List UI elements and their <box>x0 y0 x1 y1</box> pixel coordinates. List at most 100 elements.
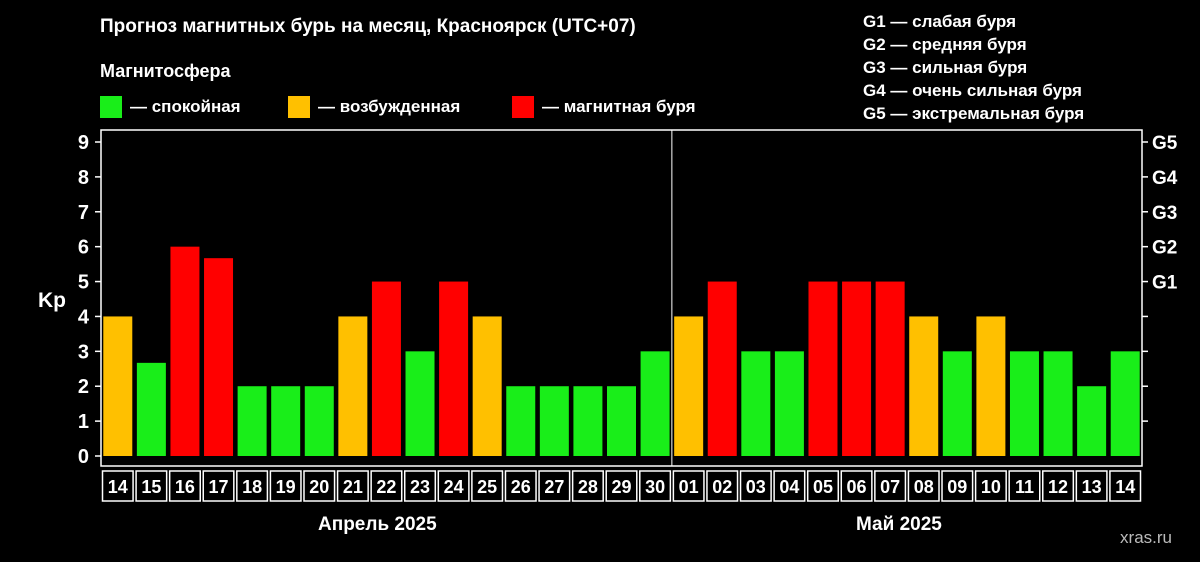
day-box <box>403 470 437 502</box>
bar <box>371 281 401 456</box>
day-box <box>168 470 201 502</box>
legend-label-calm: — спокойная <box>130 97 241 116</box>
y-tick-label: 2 <box>78 376 89 398</box>
x-tick-label: 02 <box>712 477 732 497</box>
bar <box>774 351 804 456</box>
g-tick-label: G1 <box>1152 273 1178 294</box>
g-scale-item-g4: G4 — очень сильная буря <box>863 81 1082 100</box>
y-tick-label: 5 <box>78 272 89 294</box>
x-tick-label: 12 <box>1048 477 1068 497</box>
g-tick-label: G2 <box>1152 238 1177 259</box>
bar <box>976 316 1006 456</box>
day-box <box>739 470 772 502</box>
x-tick-label: 21 <box>343 477 363 497</box>
day-box <box>1109 470 1142 502</box>
g-scale-item-g1: G1 — слабая буря <box>863 12 1017 31</box>
bar <box>204 258 234 456</box>
bar <box>573 386 603 456</box>
legend-item-excited: — возбужденная <box>288 96 460 118</box>
x-tick-label: 07 <box>880 477 900 497</box>
day-box <box>639 470 672 502</box>
bar <box>1077 386 1107 456</box>
x-tick-label: 14 <box>1115 477 1135 497</box>
x-tick-label: 27 <box>544 477 564 497</box>
day-box <box>974 470 1007 502</box>
g-tick-label: G3 <box>1152 203 1177 224</box>
y-tick-label: 7 <box>78 202 89 224</box>
day-box <box>504 470 537 502</box>
day-box <box>907 470 940 502</box>
y-tick-label: 3 <box>78 341 89 363</box>
day-box <box>1042 470 1075 502</box>
bar <box>136 362 166 456</box>
y-tick-label: 0 <box>78 446 89 468</box>
bar <box>237 386 267 456</box>
x-tick-label: 11 <box>1015 477 1034 497</box>
bar <box>842 281 872 456</box>
legend-label-storm: — магнитная буря <box>542 97 696 116</box>
day-box <box>840 470 873 502</box>
g-tick-label: G5 <box>1152 133 1178 154</box>
g-scale-item-g2: G2 — средняя буря <box>863 35 1027 54</box>
day-box <box>202 470 235 502</box>
y-tick-label: 4 <box>78 306 90 328</box>
x-tick-label: 29 <box>611 477 631 497</box>
legend-swatch-excited <box>288 96 310 118</box>
bar <box>741 351 771 456</box>
legend-swatch-storm <box>512 96 534 118</box>
bar <box>506 386 536 456</box>
day-box <box>101 470 134 502</box>
bar <box>472 316 502 456</box>
x-tick-label: 15 <box>141 477 161 497</box>
day-box <box>874 470 907 502</box>
bar <box>539 386 569 456</box>
bar <box>707 281 737 456</box>
bar <box>304 386 334 456</box>
bar <box>674 316 704 456</box>
x-tick-label: 24 <box>444 477 464 497</box>
x-tick-label: 03 <box>746 477 766 497</box>
day-box <box>269 470 302 502</box>
bar <box>640 351 670 456</box>
bar <box>405 351 435 456</box>
x-tick-label: 05 <box>813 477 833 497</box>
month-label-april: Апрель 2025 <box>318 514 437 535</box>
x-tick-label: 18 <box>242 477 262 497</box>
g-scale-item-g3: G3 — сильная буря <box>863 58 1028 77</box>
legend-title: Магнитосфера <box>100 61 231 81</box>
y-axis-label: Kp <box>38 289 66 312</box>
bar <box>338 316 368 456</box>
x-tick-label: 20 <box>309 477 329 497</box>
bar <box>439 281 469 456</box>
x-tick-label: 25 <box>477 477 497 497</box>
x-tick-label: 22 <box>376 477 396 497</box>
x-tick-label: 04 <box>779 477 799 497</box>
x-tick-label: 08 <box>914 477 934 497</box>
bar <box>1043 351 1073 456</box>
day-box <box>471 470 504 502</box>
g-scale-legend: G1 — слабая буря G2 — средняя буря G3 — … <box>863 10 1084 125</box>
x-tick-label: 14 <box>108 477 128 497</box>
x-tick-label: 09 <box>947 477 967 497</box>
day-box <box>437 470 470 502</box>
legend-item-calm: — спокойная <box>100 96 241 118</box>
y-tick-label: 8 <box>78 167 89 189</box>
day-box <box>236 470 269 502</box>
legend-label-excited: — возбужденная <box>318 97 461 116</box>
day-box <box>135 470 168 502</box>
y-tick-label: 6 <box>78 237 89 259</box>
day-box <box>773 470 806 502</box>
day-box <box>941 470 974 502</box>
x-tick-label: 13 <box>1082 477 1102 497</box>
legend-swatch-calm <box>100 96 122 118</box>
day-box <box>1008 470 1041 502</box>
legend-item-storm: — магнитная буря <box>512 96 696 118</box>
bar <box>170 246 200 456</box>
x-tick-label: 19 <box>276 477 296 497</box>
bar <box>875 281 905 456</box>
x-tick-label: 17 <box>209 477 229 497</box>
month-label-may: Май 2025 <box>856 514 942 535</box>
chart-title: Прогноз магнитных бурь на месяц, Красноя… <box>100 16 636 37</box>
bar <box>808 281 838 456</box>
